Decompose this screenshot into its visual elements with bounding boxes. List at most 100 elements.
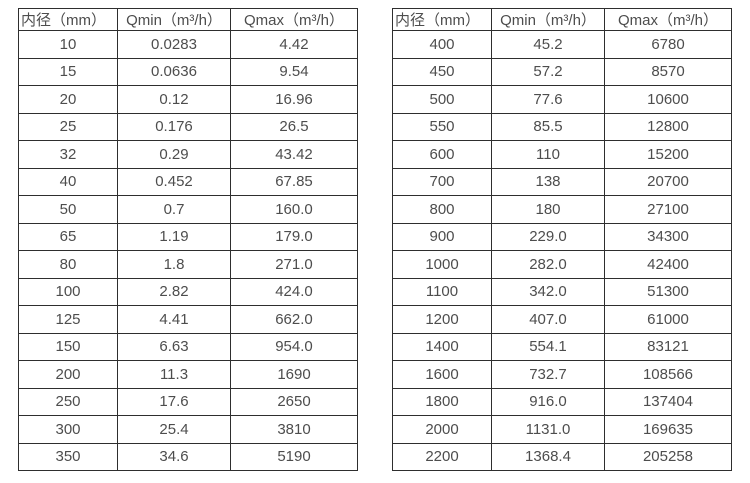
table-row: 1100 342.0 51300 — [392, 277, 732, 306]
qmax-cell: 6780 — [604, 30, 732, 59]
table-row: 200 11.3 1690 — [18, 360, 358, 389]
qmax-cell: 4.42 — [230, 30, 358, 59]
diameter-cell: 1600 — [392, 360, 492, 389]
diameter-cell: 900 — [392, 222, 492, 251]
table-row: 900 229.0 34300 — [392, 222, 732, 251]
table-row: 1400 554.1 83121 — [392, 332, 732, 361]
qmax-cell: 34300 — [604, 222, 732, 251]
qmin-cell: 407.0 — [491, 305, 605, 334]
qmax-cell: 27100 — [604, 195, 732, 224]
qmin-cell: 1.19 — [117, 222, 231, 251]
diameter-cell: 1100 — [392, 277, 492, 306]
qmax-cell: 271.0 — [230, 250, 358, 279]
qmax-cell: 954.0 — [230, 332, 358, 361]
qmax-cell: 8570 — [604, 57, 732, 86]
column-header: Qmax（m³/h） — [230, 8, 358, 31]
qmax-cell: 205258 — [604, 442, 732, 471]
qmin-cell: 0.7 — [117, 195, 231, 224]
column-header: Qmax（m³/h） — [604, 8, 732, 31]
qmin-cell: 1368.4 — [491, 442, 605, 471]
qmin-cell: 17.6 — [117, 387, 231, 416]
qmax-cell: 2650 — [230, 387, 358, 416]
diameter-cell: 80 — [18, 250, 118, 279]
qmax-cell: 160.0 — [230, 195, 358, 224]
qmax-cell: 51300 — [604, 277, 732, 306]
qmax-cell: 108566 — [604, 360, 732, 389]
diameter-cell: 50 — [18, 195, 118, 224]
diameter-cell: 1000 — [392, 250, 492, 279]
diameter-cell: 65 — [18, 222, 118, 251]
qmin-cell: 180 — [491, 195, 605, 224]
qmax-cell: 10600 — [604, 85, 732, 114]
qmax-cell: 179.0 — [230, 222, 358, 251]
qmin-cell: 2.82 — [117, 277, 231, 306]
header-row: 内径（mm） Qmin（m³/h） Qmax（m³/h） — [392, 8, 732, 31]
table-row: 15 0.0636 9.54 — [18, 57, 358, 86]
qmin-cell: 229.0 — [491, 222, 605, 251]
qmin-cell: 34.6 — [117, 442, 231, 471]
table-row: 700 138 20700 — [392, 167, 732, 196]
table-row: 550 85.5 12800 — [392, 112, 732, 141]
table-row: 2000 1131.0 169635 — [392, 415, 732, 444]
table-row: 1000 282.0 42400 — [392, 250, 732, 279]
table-row: 150 6.63 954.0 — [18, 332, 358, 361]
table-row: 2200 1368.4 205258 — [392, 442, 732, 471]
diameter-cell: 450 — [392, 57, 492, 86]
qmin-cell: 57.2 — [491, 57, 605, 86]
table-row: 25 0.176 26.5 — [18, 112, 358, 141]
table-row: 350 34.6 5190 — [18, 442, 358, 471]
diameter-cell: 100 — [18, 277, 118, 306]
table-row: 100 2.82 424.0 — [18, 277, 358, 306]
diameter-cell: 800 — [392, 195, 492, 224]
diameter-cell: 25 — [18, 112, 118, 141]
diameter-cell: 15 — [18, 57, 118, 86]
qmax-cell: 16.96 — [230, 85, 358, 114]
table-row: 1200 407.0 61000 — [392, 305, 732, 334]
qmin-cell: 1.8 — [117, 250, 231, 279]
qmax-cell: 42400 — [604, 250, 732, 279]
qmin-cell: 0.12 — [117, 85, 231, 114]
qmin-cell: 0.452 — [117, 167, 231, 196]
diameter-cell: 1200 — [392, 305, 492, 334]
table-row: 20 0.12 16.96 — [18, 85, 358, 114]
qmax-cell: 3810 — [230, 415, 358, 444]
table-row: 32 0.29 43.42 — [18, 140, 358, 169]
qmin-cell: 0.29 — [117, 140, 231, 169]
header-row: 内径（mm） Qmin（m³/h） Qmax（m³/h） — [18, 8, 358, 31]
qmin-cell: 0.0283 — [117, 30, 231, 59]
diameter-cell: 125 — [18, 305, 118, 334]
table-row: 50 0.7 160.0 — [18, 195, 358, 224]
qmax-cell: 137404 — [604, 387, 732, 416]
table-row: 400 45.2 6780 — [392, 30, 732, 59]
diameter-cell: 2200 — [392, 442, 492, 471]
qmax-cell: 43.42 — [230, 140, 358, 169]
qmax-cell: 1690 — [230, 360, 358, 389]
table-row: 600 110 15200 — [392, 140, 732, 169]
table-row: 500 77.6 10600 — [392, 85, 732, 114]
qmin-cell: 25.4 — [117, 415, 231, 444]
diameter-cell: 32 — [18, 140, 118, 169]
diameter-cell: 700 — [392, 167, 492, 196]
table-row: 300 25.4 3810 — [18, 415, 358, 444]
table-row: 65 1.19 179.0 — [18, 222, 358, 251]
table-row: 800 180 27100 — [392, 195, 732, 224]
qmin-cell: 11.3 — [117, 360, 231, 389]
qmax-cell: 9.54 — [230, 57, 358, 86]
diameter-cell: 500 — [392, 85, 492, 114]
qmin-cell: 1131.0 — [491, 415, 605, 444]
table-row: 80 1.8 271.0 — [18, 250, 358, 279]
column-header: Qmin（m³/h） — [491, 8, 605, 31]
qmax-cell: 26.5 — [230, 112, 358, 141]
qmin-cell: 554.1 — [491, 332, 605, 361]
column-header: 内径（mm） — [18, 8, 118, 31]
diameter-cell: 10 — [18, 30, 118, 59]
qmin-cell: 0.0636 — [117, 57, 231, 86]
qmin-cell: 85.5 — [491, 112, 605, 141]
qmin-cell: 138 — [491, 167, 605, 196]
diameter-cell: 150 — [18, 332, 118, 361]
qmax-cell: 169635 — [604, 415, 732, 444]
qmin-cell: 0.176 — [117, 112, 231, 141]
diameter-cell: 200 — [18, 360, 118, 389]
table-row: 250 17.6 2650 — [18, 387, 358, 416]
